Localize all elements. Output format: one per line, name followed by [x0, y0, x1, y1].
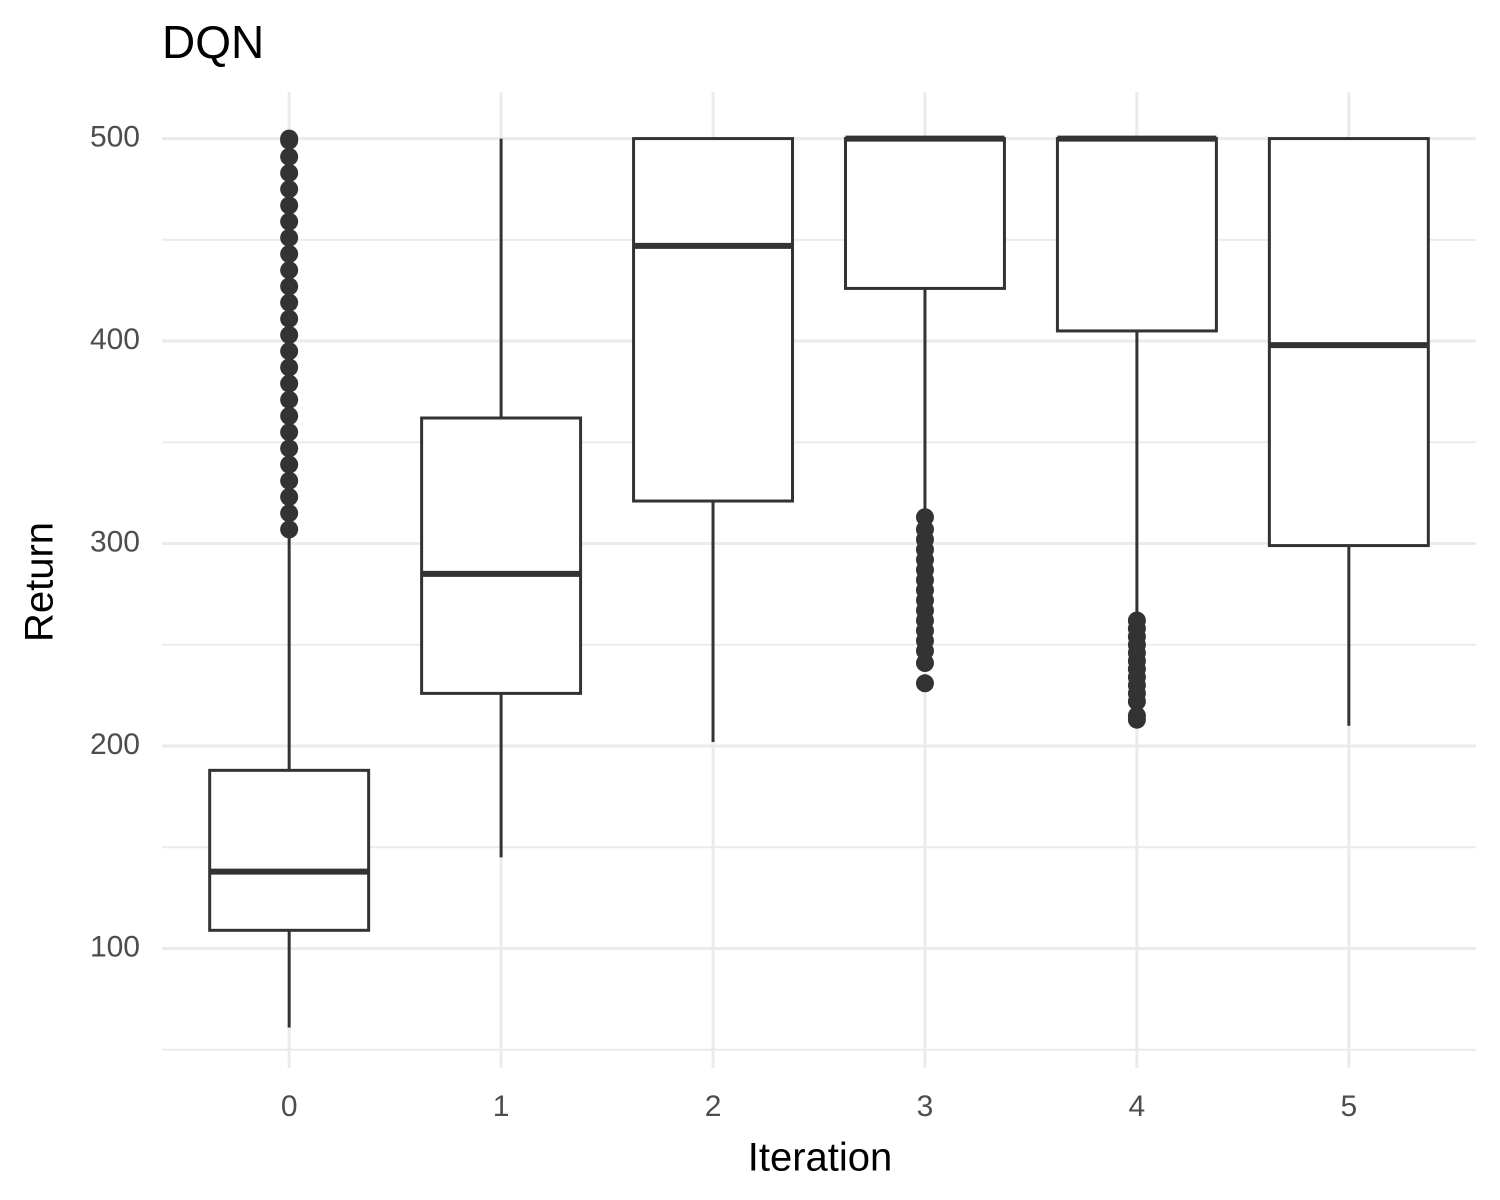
outlier	[1127, 611, 1146, 630]
y-tick-label: 300	[90, 525, 140, 558]
outlier	[1127, 706, 1146, 725]
box	[208, 768, 371, 932]
outlier	[280, 309, 299, 328]
outlier	[280, 406, 299, 425]
outlier	[280, 455, 299, 474]
outlier	[280, 293, 299, 312]
box	[843, 137, 1006, 290]
outlier	[280, 180, 299, 199]
x-tick-label: 2	[705, 1090, 722, 1123]
x-tick-label: 3	[917, 1090, 934, 1123]
outlier	[280, 471, 299, 490]
x-tick-label: 4	[1129, 1090, 1146, 1123]
y-tick-label: 200	[90, 728, 140, 761]
outlier	[280, 196, 299, 215]
box	[632, 137, 795, 503]
outlier	[280, 423, 299, 442]
outlier	[280, 487, 299, 506]
x-axis-title: Iteration	[748, 1136, 893, 1180]
chart-title: DQN	[162, 16, 264, 68]
outlier	[280, 129, 299, 148]
outlier	[280, 358, 299, 377]
y-axis-title: Return	[18, 522, 62, 642]
outlier	[280, 390, 299, 409]
y-tick-label: 400	[90, 323, 140, 356]
outlier	[915, 508, 934, 527]
outlier	[280, 520, 299, 539]
box	[1055, 137, 1218, 333]
x-tick-label: 5	[1340, 1090, 1357, 1123]
outlier	[280, 439, 299, 458]
box	[420, 416, 583, 695]
outlier	[280, 342, 299, 361]
x-tick-label: 1	[493, 1090, 510, 1123]
outlier	[280, 163, 299, 182]
x-tick-label: 0	[281, 1090, 298, 1123]
outlier	[280, 374, 299, 393]
outlier	[280, 147, 299, 166]
outlier	[280, 504, 299, 523]
outlier	[280, 261, 299, 280]
outlier	[915, 674, 934, 693]
outlier	[280, 212, 299, 231]
box	[1267, 137, 1430, 548]
y-tick-label: 100	[90, 930, 140, 963]
outlier	[280, 325, 299, 344]
outlier	[280, 244, 299, 263]
outlier	[280, 277, 299, 296]
outlier	[280, 228, 299, 247]
y-tick-label: 500	[90, 120, 140, 153]
